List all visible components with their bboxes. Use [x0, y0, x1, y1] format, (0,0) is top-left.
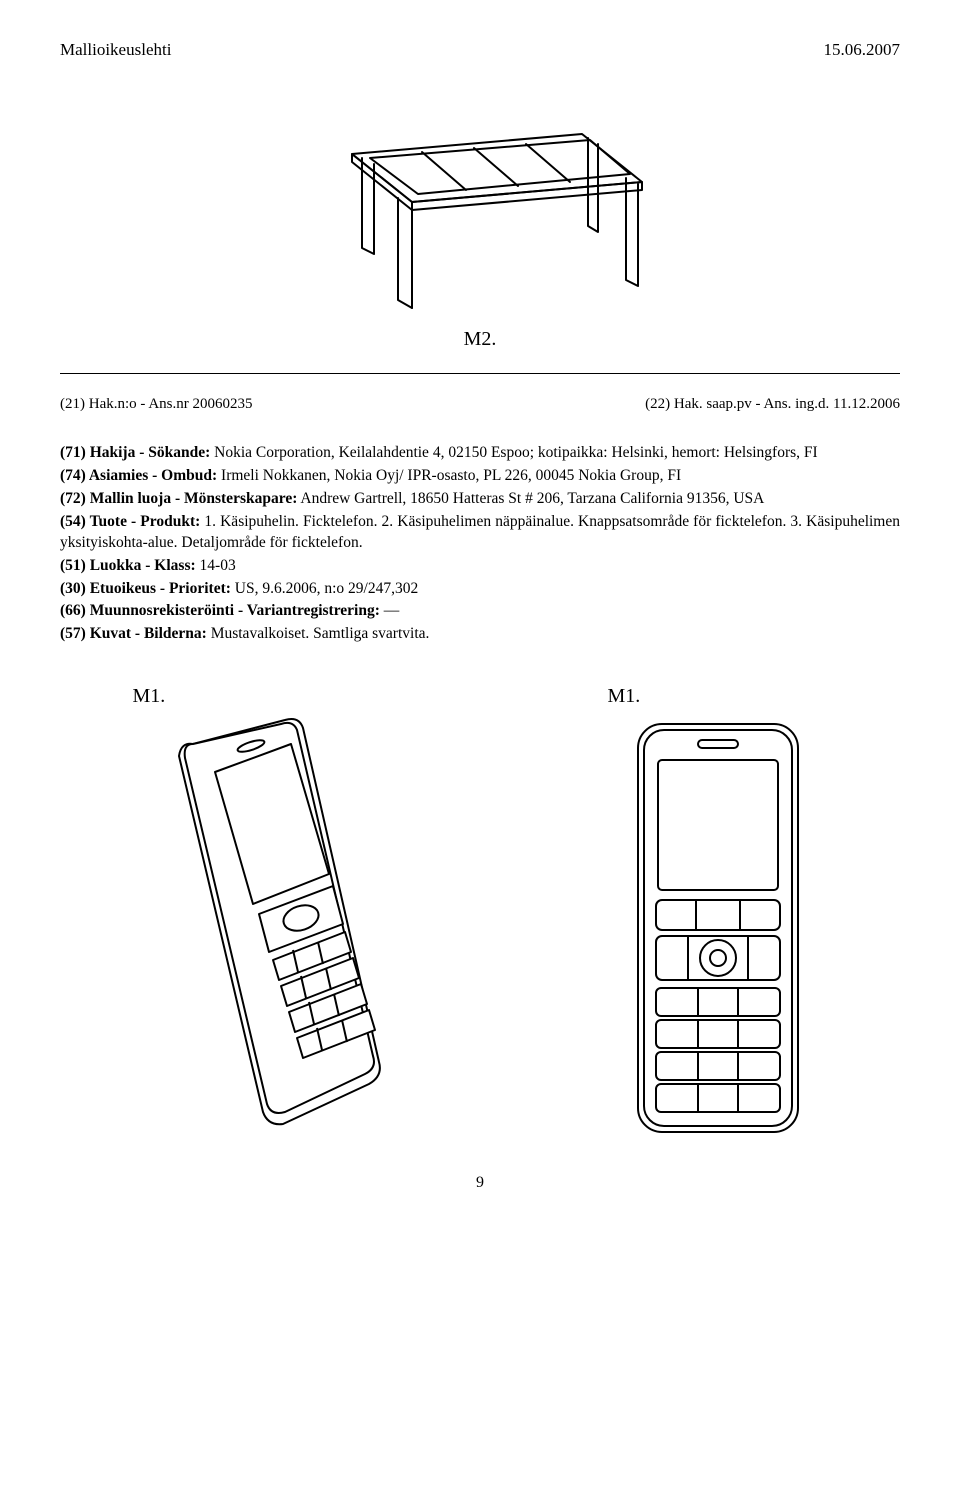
field-71-label: (71) Hakija - Sökande: — [60, 444, 210, 461]
phone-front-drawing — [608, 714, 828, 1144]
application-number: (21) Hak.n:o - Ans.nr 20060235 — [60, 396, 252, 413]
field-57: (57) Kuvat - Bilderna: Mustavalkoiset. S… — [60, 624, 900, 645]
field-71-value: Nokia Corporation, Keilalahdentie 4, 021… — [210, 444, 817, 461]
page-number: 9 — [60, 1174, 900, 1192]
field-72-label: (72) Mallin luoja - Mönsterskapare: — [60, 490, 297, 507]
field-54-label: (54) Tuote - Produkt: — [60, 513, 200, 530]
figure-m1-left-label: M1. — [133, 685, 433, 708]
field-66-value: — — [380, 602, 399, 619]
field-30-label: (30) Etuoikeus - Prioritet: — [60, 580, 231, 597]
field-71: (71) Hakija - Sökande: Nokia Corporation… — [60, 443, 900, 464]
page-header: Mallioikeuslehti 15.06.2007 — [60, 40, 900, 60]
divider — [60, 373, 900, 374]
field-57-value: Mustavalkoiset. Samtliga svartvita. — [207, 625, 430, 642]
bottom-figures: M1. — [60, 685, 900, 1144]
table-drawing — [290, 90, 670, 320]
field-72: (72) Mallin luoja - Mönsterskapare: Andr… — [60, 489, 900, 510]
field-72-value: Andrew Gartrell, 18650 Hatteras St # 206… — [297, 490, 764, 507]
field-57-label: (57) Kuvat - Bilderna: — [60, 625, 207, 642]
phone-angled-drawing — [133, 714, 433, 1134]
field-66-label: (66) Muunnosrekisteröinti - Variantregis… — [60, 602, 380, 619]
figure-m1-left: M1. — [133, 685, 433, 1134]
header-date: 15.06.2007 — [824, 40, 901, 60]
field-30: (30) Etuoikeus - Prioritet: US, 9.6.2006… — [60, 579, 900, 600]
field-74-label: (74) Asiamies - Ombud: — [60, 467, 217, 484]
journal-title: Mallioikeuslehti — [60, 40, 171, 60]
field-51-value: 14-03 — [196, 557, 236, 574]
field-74-value: Irmeli Nokkanen, Nokia Oyj/ IPR-osasto, … — [217, 467, 681, 484]
field-51: (51) Luokka - Klass: 14-03 — [60, 556, 900, 577]
record-block: (71) Hakija - Sökande: Nokia Corporation… — [60, 443, 900, 645]
field-30-value: US, 9.6.2006, n:o 29/247,302 — [231, 580, 418, 597]
figure-m1-right: M1. — [608, 685, 828, 1144]
figure-m1-right-label: M1. — [608, 685, 828, 708]
field-66: (66) Muunnosrekisteröinti - Variantregis… — [60, 601, 900, 622]
filing-date: (22) Hak. saap.pv - Ans. ing.d. 11.12.20… — [645, 396, 900, 413]
figure-m2: M2. — [60, 90, 900, 351]
field-54: (54) Tuote - Produkt: 1. Käsipuhelin. Fi… — [60, 512, 900, 554]
application-line: (21) Hak.n:o - Ans.nr 20060235 (22) Hak.… — [60, 396, 900, 413]
field-74: (74) Asiamies - Ombud: Irmeli Nokkanen, … — [60, 466, 900, 487]
field-51-label: (51) Luokka - Klass: — [60, 557, 196, 574]
figure-m2-label: M2. — [60, 328, 900, 351]
